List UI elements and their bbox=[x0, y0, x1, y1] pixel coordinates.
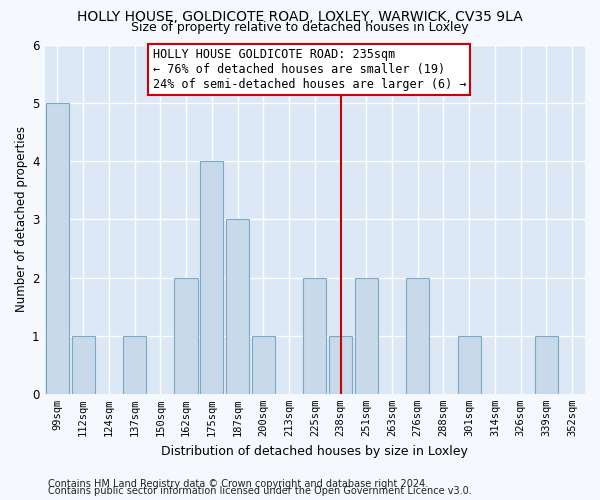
Bar bbox=[175, 278, 197, 394]
Text: Contains public sector information licensed under the Open Government Licence v3: Contains public sector information licen… bbox=[48, 486, 472, 496]
Text: HOLLY HOUSE GOLDICOTE ROAD: 235sqm
← 76% of detached houses are smaller (19)
24%: HOLLY HOUSE GOLDICOTE ROAD: 235sqm ← 76%… bbox=[152, 48, 466, 91]
Bar bbox=[200, 162, 223, 394]
X-axis label: Distribution of detached houses by size in Loxley: Distribution of detached houses by size … bbox=[161, 444, 468, 458]
Text: HOLLY HOUSE, GOLDICOTE ROAD, LOXLEY, WARWICK, CV35 9LA: HOLLY HOUSE, GOLDICOTE ROAD, LOXLEY, WAR… bbox=[77, 10, 523, 24]
Bar bbox=[123, 336, 146, 394]
Text: Size of property relative to detached houses in Loxley: Size of property relative to detached ho… bbox=[131, 21, 469, 34]
Bar bbox=[46, 103, 69, 394]
Bar bbox=[406, 278, 429, 394]
Y-axis label: Number of detached properties: Number of detached properties bbox=[15, 126, 28, 312]
Bar bbox=[226, 220, 249, 394]
Bar bbox=[71, 336, 95, 394]
Text: Contains HM Land Registry data © Crown copyright and database right 2024.: Contains HM Land Registry data © Crown c… bbox=[48, 479, 428, 489]
Bar bbox=[303, 278, 326, 394]
Bar bbox=[458, 336, 481, 394]
Bar bbox=[252, 336, 275, 394]
Bar bbox=[355, 278, 378, 394]
Bar bbox=[329, 336, 352, 394]
Bar bbox=[535, 336, 558, 394]
